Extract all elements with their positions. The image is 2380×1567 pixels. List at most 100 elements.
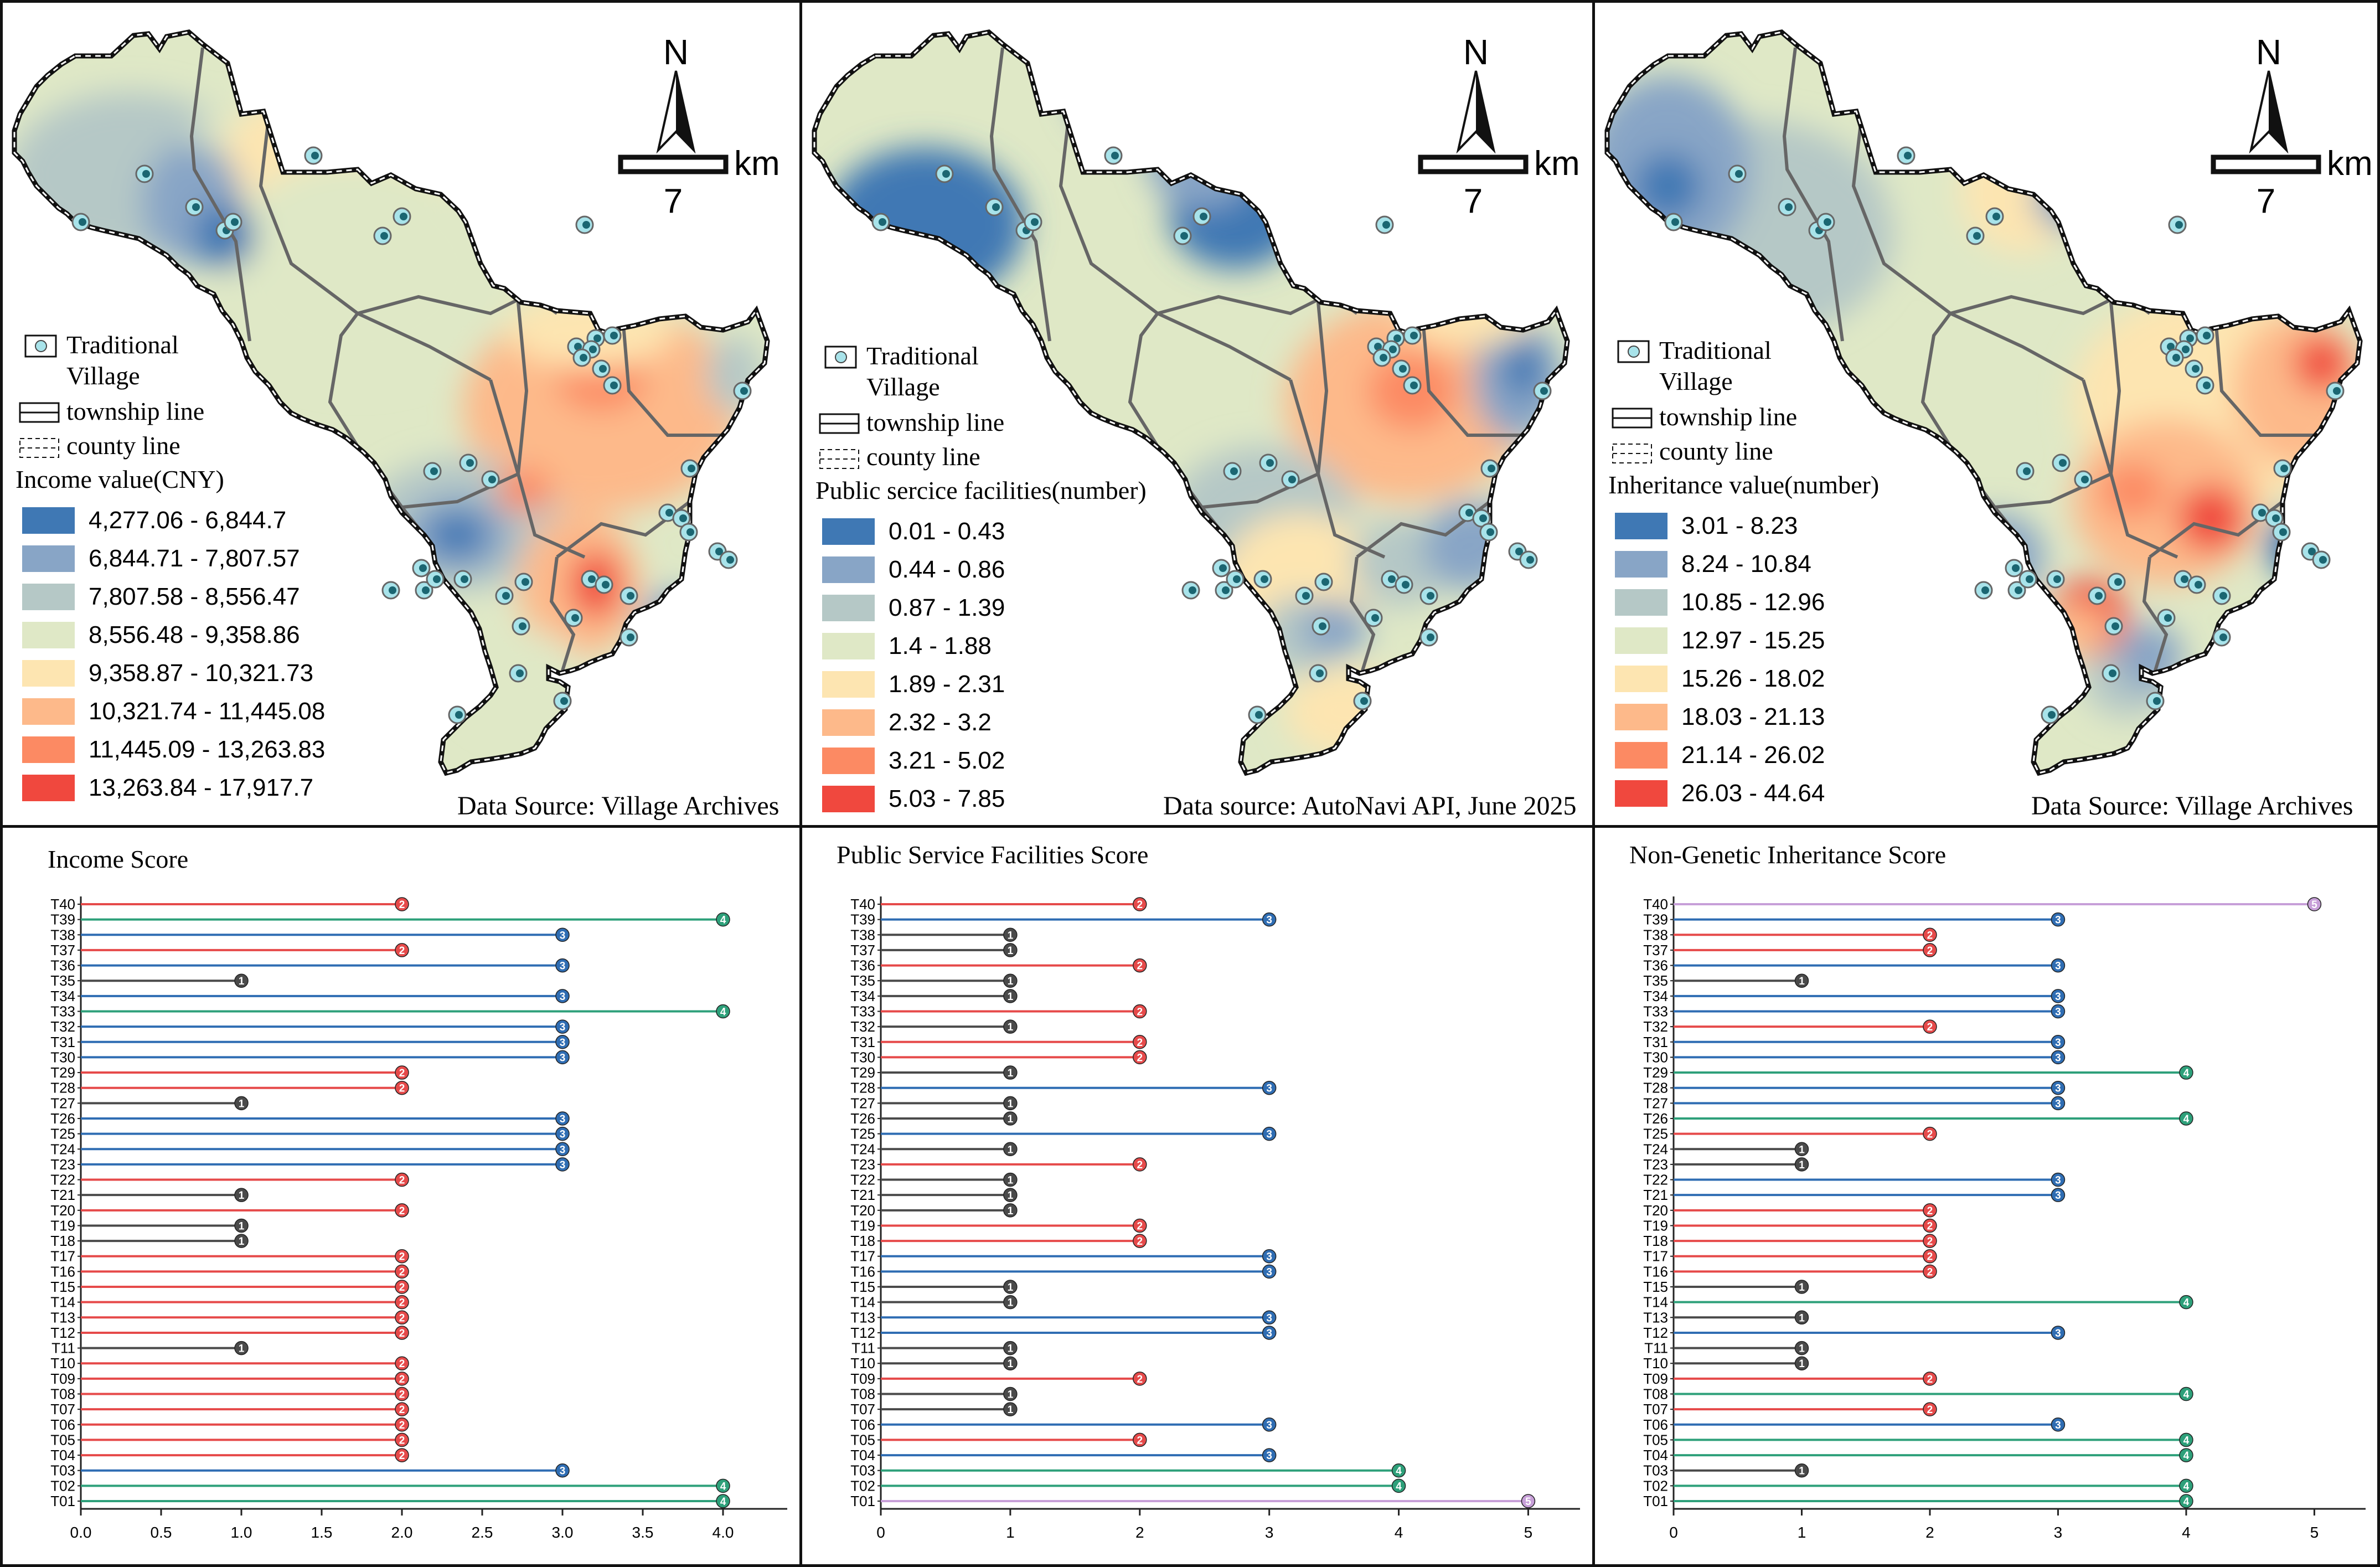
lollipop-point [395,1356,409,1370]
legend-class-label: 10,321.74 - 11,445.08 [89,698,325,725]
x-tick-label: 3.0 [552,1524,574,1541]
village-marker-center [1410,382,1418,389]
north-arrow-fill [1476,71,1494,150]
village-marker-center [1389,346,1397,353]
lollipop-point [1133,1372,1147,1386]
legend-swatch [1615,627,1667,654]
lollipop-value: 1 [239,976,245,987]
category-label: T20 [850,1202,875,1219]
lollipop-value: 1 [1008,1358,1014,1370]
lollipop-value: 3 [2055,1037,2061,1049]
village-marker-center [1302,592,1310,600]
public-service-score-chart: Public Service Facilities Score 0 1 2 3 4 5 T01… [837,841,1580,1541]
village-marker-center [231,218,239,226]
village-marker-center [2109,669,2116,677]
lollipop-value: 3 [560,1129,566,1141]
category-label: T25 [1643,1126,1668,1142]
village-marker-center [1973,232,1981,240]
lollipop-point [1003,1019,1018,1034]
lollipop-point [716,1494,730,1508]
category-label: T07 [1643,1401,1668,1417]
lollipop-point [2179,1448,2193,1462]
category-label: T27 [1643,1095,1668,1111]
county-line-dash [1606,31,2361,774]
village-marker-center [574,343,582,350]
category-label: T07 [50,1401,75,1417]
legend-class-label: 8,556.48 - 9,358.86 [89,621,300,648]
category-label: T14 [850,1294,875,1311]
x-tick-label: 0 [876,1524,885,1541]
category-label: T33 [850,1003,875,1019]
lollipop-point [555,1157,570,1172]
legend-township-label: township line [66,397,204,425]
lollipop-point [555,1111,570,1126]
lollipop-point [395,1295,409,1310]
village-marker-center [1319,622,1326,630]
village-marker-center [2175,221,2183,229]
lollipop-point [555,1035,570,1049]
village-marker-center [1360,697,1368,705]
category-label: T13 [1643,1309,1668,1326]
lollipop-point [234,1341,249,1355]
lollipop-point [555,1142,570,1157]
village-marker-center [2012,564,2020,572]
village-marker-center [1388,575,1396,583]
legend-swatch [822,748,875,774]
map-legend: Traditional Village township line county li… [16,331,325,801]
legend-title: Income value(CNY) [16,465,224,493]
category-label: T37 [1643,942,1668,958]
lollipop-point [2307,897,2322,911]
lollipop-point [1133,958,1147,973]
legend-class-label: 7,807.58 - 8,556.47 [89,583,300,610]
lollipop-value: 3 [560,1022,566,1033]
category-label: T19 [50,1217,75,1234]
map-legend: Traditional Village township line county li… [1608,336,1879,807]
x-tick-label: 0.5 [151,1524,172,1541]
lollipop-value: 4 [1396,1481,1402,1492]
category-label: T28 [850,1080,875,1096]
lollipop-value: 2 [399,945,405,957]
lollipop-point [1521,1494,1536,1508]
lollipop-value: 2 [399,1297,405,1309]
lollipop-value: 2 [399,1404,405,1416]
lollipop-point [234,1234,249,1248]
village-marker-center [1671,218,1679,226]
village-marker-center [1382,221,1390,229]
lollipop-value: 1 [1008,991,1014,1003]
lollipop-point [1003,1386,1018,1401]
lollipop-value: 2 [1927,1205,1933,1217]
lollipop-value: 3 [1266,915,1272,926]
village-marker-center [688,465,695,472]
village-marker-center [1374,343,1382,350]
legend-county-label: county line [66,431,180,460]
village-marker-center [2272,514,2280,522]
category-label: T36 [50,957,75,974]
lollipop-point [1133,1234,1147,1248]
category-label: T10 [1643,1355,1668,1372]
village-marker-center [522,578,529,586]
scale-unit: km [734,145,780,183]
lollipop-value: 3 [2055,1083,2061,1095]
township-line [1349,556,1376,671]
lollipop-point [1003,1188,1018,1202]
category-label: T19 [850,1217,875,1234]
category-label: T06 [50,1416,75,1433]
lollipop-value: 1 [1008,1404,1014,1416]
lollipop-point [1794,1142,1809,1157]
category-label: T34 [1643,988,1668,1004]
lollipop-point [1003,1341,1018,1355]
chart-title: Income Score [48,845,188,873]
village-marker-center [2059,459,2067,467]
surface-zone [640,590,706,646]
village-marker-center [1427,592,1434,600]
lollipop-point [1003,927,1018,942]
legend-class-label: 2.32 - 3.2 [889,709,992,736]
x-tick-label: 4.0 [713,1524,734,1541]
lollipop-point [1262,1264,1277,1279]
lollipop-value: 1 [1799,1343,1805,1355]
lollipop-value: 2 [1927,1236,1933,1248]
lollipop-value: 1 [1008,976,1014,987]
legend-class-label: 18.03 - 21.13 [1681,703,1825,730]
lollipop-value: 1 [239,1190,245,1202]
category-label: T37 [850,942,875,958]
